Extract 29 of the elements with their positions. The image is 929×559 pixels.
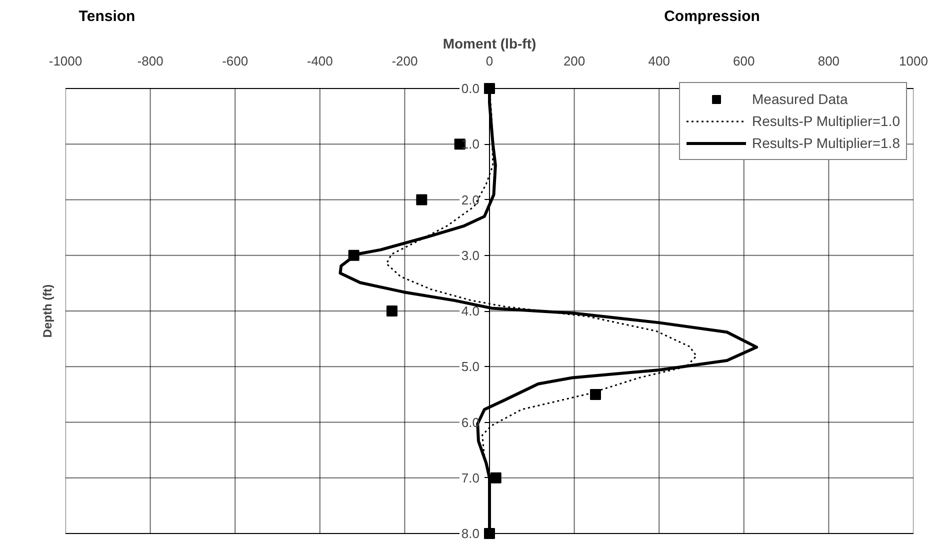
point xyxy=(590,388,601,400)
point xyxy=(386,306,398,316)
x-tick-label: -1000 xyxy=(48,54,82,68)
legend-label: Measured Data xyxy=(752,91,848,107)
y-tick-label: 3.0 xyxy=(461,248,480,263)
x-tick-label: -200 xyxy=(392,54,418,68)
x-tick-label: -400 xyxy=(306,54,333,68)
x-tick-label: 0 xyxy=(486,54,494,68)
x-tick-label: 600 xyxy=(733,54,755,68)
y-tick-label: 8.0 xyxy=(461,526,480,541)
y-tick-label: 5.0 xyxy=(461,359,480,374)
legend-label: Results-P Multiplier=1.8 xyxy=(752,135,900,151)
text: Tension xyxy=(78,7,136,27)
x-tick-label: 200 xyxy=(563,54,586,68)
y-tick-label: 0.0 xyxy=(461,81,480,96)
x-tick-label: 800 xyxy=(818,54,840,68)
point xyxy=(416,194,428,206)
y-tick-label: 4.0 xyxy=(461,304,480,318)
text: Compression xyxy=(664,7,760,27)
x-tick-label: 400 xyxy=(648,54,670,68)
legend-label: Results-P Multiplier=1.0 xyxy=(752,113,900,129)
point xyxy=(490,472,502,484)
x-tick-label: -600 xyxy=(222,54,248,68)
x-tick-label: 1000 xyxy=(899,54,928,68)
x-tick-label: -800 xyxy=(137,54,164,68)
y-tick-label: 2.0 xyxy=(461,192,480,208)
y-tick-label: 7.0 xyxy=(461,470,480,486)
y-axis-title: Depth (ft) xyxy=(40,284,54,338)
x-axis-title: Moment (lb-ft) xyxy=(442,36,536,52)
